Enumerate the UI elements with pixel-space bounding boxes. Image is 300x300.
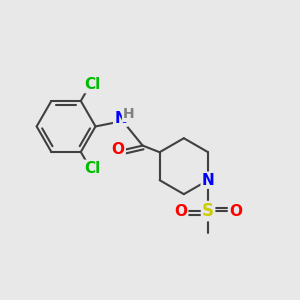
Text: N: N: [202, 173, 214, 188]
Text: H: H: [123, 107, 135, 121]
Text: O: O: [112, 142, 125, 158]
Text: N: N: [114, 111, 127, 126]
Text: S: S: [202, 202, 214, 220]
Text: O: O: [229, 204, 242, 219]
Text: Cl: Cl: [84, 161, 101, 176]
Text: Cl: Cl: [84, 77, 101, 92]
Text: O: O: [174, 204, 187, 219]
